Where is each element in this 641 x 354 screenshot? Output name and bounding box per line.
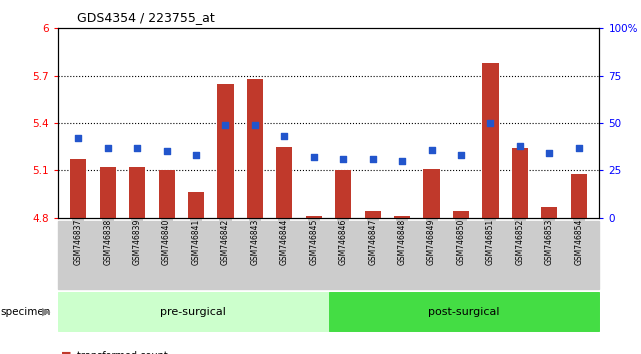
Point	[338, 156, 348, 162]
Bar	[512, 148, 528, 218]
Point	[544, 150, 554, 156]
Text: GDS4354 / 223755_at: GDS4354 / 223755_at	[77, 11, 215, 24]
Bar	[71, 159, 87, 218]
Point	[279, 133, 290, 139]
Bar	[570, 173, 587, 218]
Point	[426, 147, 437, 152]
Point	[191, 152, 201, 158]
Bar	[188, 193, 204, 218]
Point	[485, 120, 495, 126]
Point	[132, 145, 142, 150]
Bar	[276, 147, 292, 218]
Bar	[306, 216, 322, 218]
Bar	[99, 167, 116, 218]
Text: ■: ■	[61, 351, 71, 354]
Bar	[424, 169, 440, 218]
Point	[456, 152, 466, 158]
Bar	[482, 63, 499, 218]
Bar	[394, 216, 410, 218]
Point	[221, 122, 231, 128]
Text: transformed count: transformed count	[77, 351, 168, 354]
Point	[367, 156, 378, 162]
Point	[103, 145, 113, 150]
Text: pre-surgical: pre-surgical	[160, 307, 226, 316]
Bar	[247, 79, 263, 218]
Point	[250, 122, 260, 128]
Point	[162, 149, 172, 154]
Text: ▶: ▶	[42, 307, 51, 316]
Text: post-surgical: post-surgical	[428, 307, 500, 316]
Point	[309, 154, 319, 160]
Point	[515, 143, 525, 149]
Bar	[453, 211, 469, 218]
Point	[397, 158, 407, 164]
Bar	[129, 167, 146, 218]
Bar	[217, 84, 233, 218]
Bar	[541, 207, 558, 218]
Point	[73, 135, 83, 141]
Bar	[158, 170, 175, 218]
Point	[574, 145, 584, 150]
Bar	[335, 170, 351, 218]
Bar	[365, 211, 381, 218]
Text: specimen: specimen	[1, 307, 51, 316]
